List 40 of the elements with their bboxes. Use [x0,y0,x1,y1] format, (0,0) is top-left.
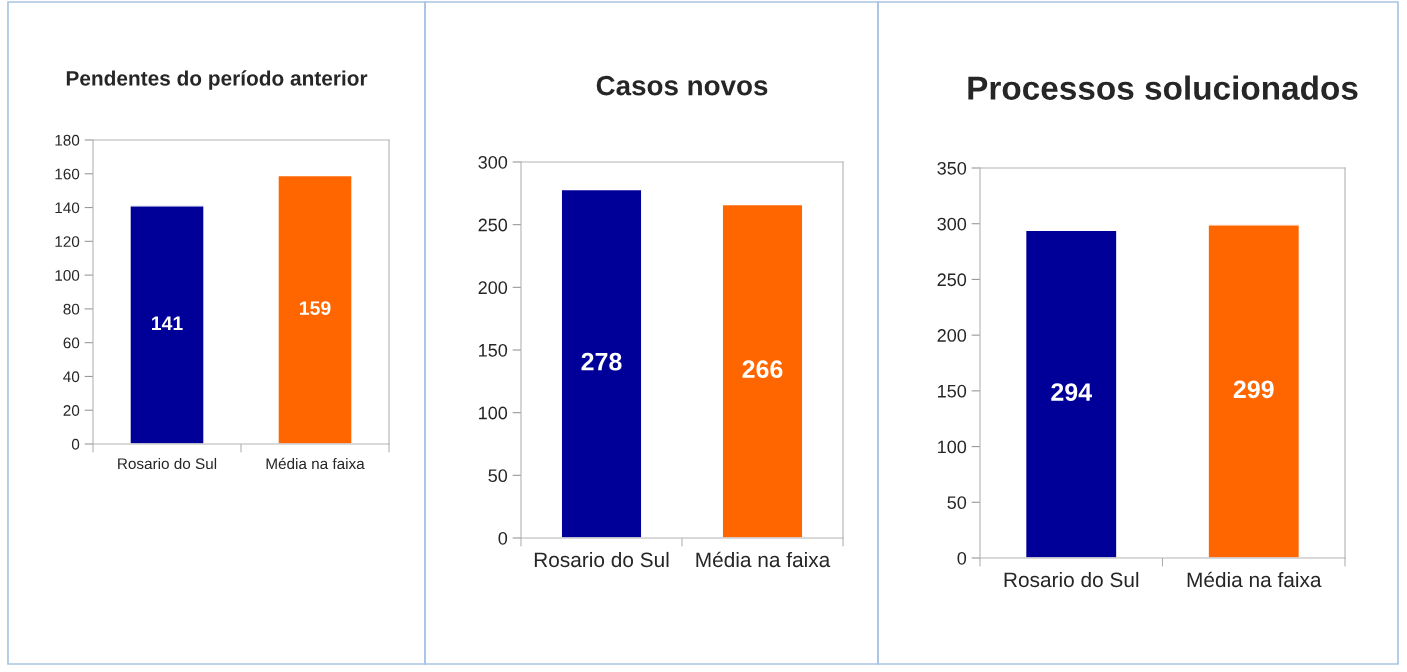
y-tick-label: 80 [63,303,80,315]
y-tick-label: 300 [478,155,508,169]
y-tick-label: 0 [498,531,508,545]
data-label: 294 [1051,383,1092,401]
x-tick-label: Rosario do Sul [118,457,217,470]
data-label: 141 [152,316,183,330]
y-tick-label: 0 [71,438,80,450]
y-tick-label: 250 [937,273,967,287]
y-tick-label: 100 [55,269,80,281]
x-tick-label: Rosario do Sul [534,551,669,568]
y-tick-label: 350 [937,161,967,175]
y-tick-label: 200 [937,329,967,342]
y-tick-label: 120 [55,236,80,248]
y-tick-label: 100 [479,406,508,420]
y-tick-label: 60 [63,337,80,349]
chart-title: Pendentes do período anterior [66,70,368,90]
y-tick-label: 180 [55,134,80,146]
y-tick-label: 150 [479,343,508,357]
y-tick-label: 20 [63,405,80,416]
data-label: 266 [742,360,783,379]
y-tick-label: 140 [55,202,80,214]
x-tick-label: Rosario do Sul [1004,571,1139,588]
chart-title: Processos solucionados [968,75,1358,100]
x-tick-label: Média na faixa [266,457,365,470]
x-tick-label: Média na faixa [696,551,831,568]
x-tick-label: Média na faixa [1187,571,1322,588]
y-tick-label: 250 [478,218,508,232]
data-label: 299 [1233,380,1274,399]
y-tick-label: 150 [938,384,967,398]
y-tick-label: 200 [478,281,508,295]
y-tick-label: 0 [957,551,967,565]
data-label: 278 [581,352,622,371]
y-tick-label: 50 [488,469,508,483]
data-label: 159 [300,301,331,315]
y-tick-label: 300 [937,217,967,231]
y-tick-label: 50 [947,496,967,510]
chart-title: Casos novos [596,75,768,96]
y-tick-label: 40 [63,371,80,383]
y-tick-label: 160 [55,168,80,180]
y-tick-label: 100 [938,440,967,454]
